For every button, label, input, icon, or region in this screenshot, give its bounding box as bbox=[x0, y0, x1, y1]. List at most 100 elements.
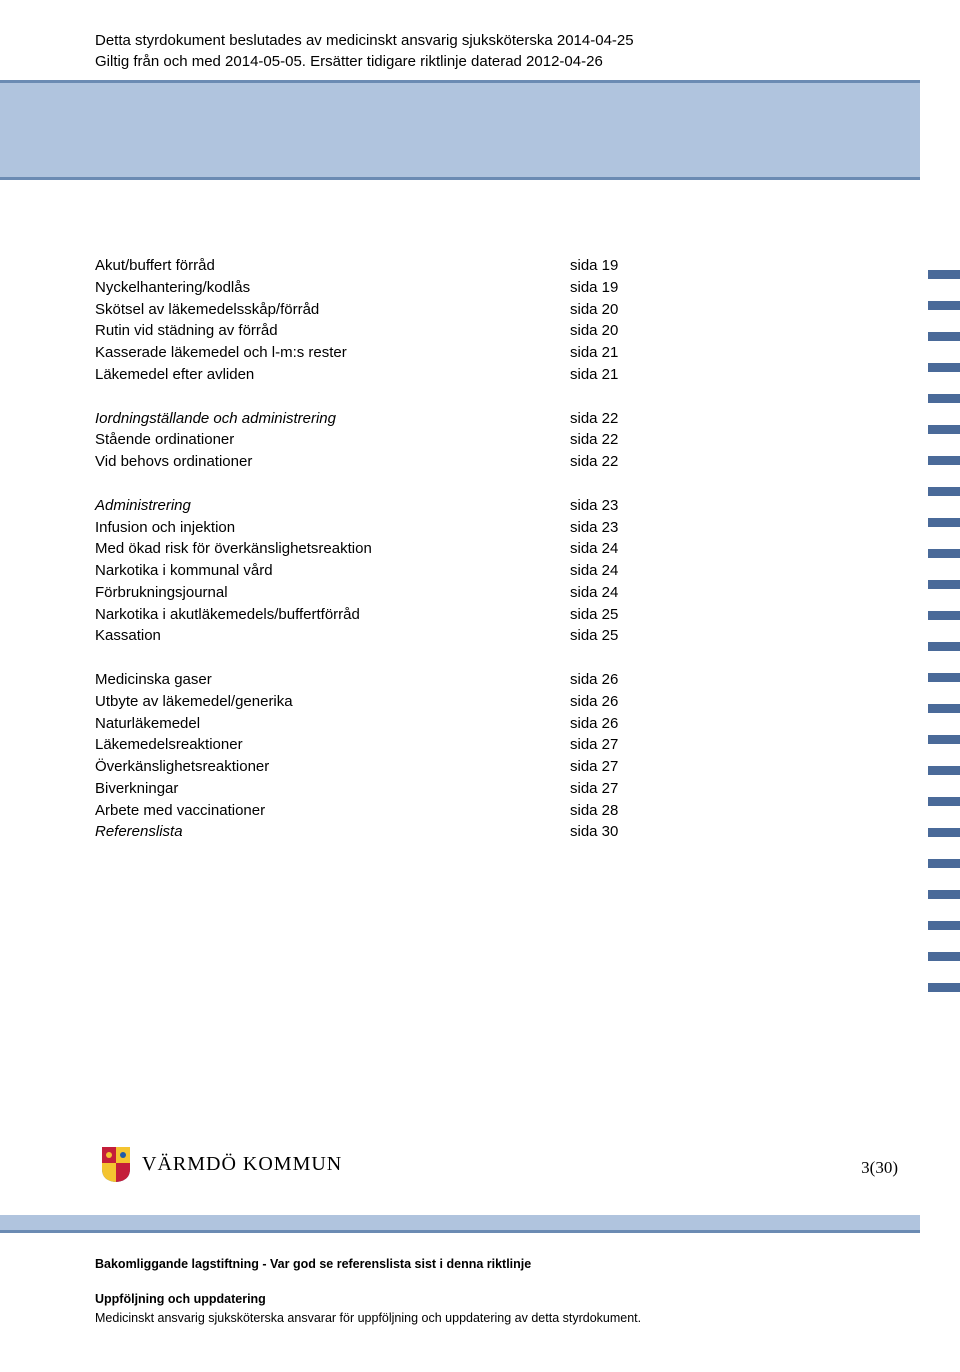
toc-group: Administreringsida 23Infusion och injekt… bbox=[95, 495, 855, 647]
toc-row: Stående ordinationersida 22 bbox=[95, 429, 855, 451]
toc-page: sida 26 bbox=[570, 713, 690, 735]
toc-row: Narkotika i akutläkemedels/buffertförråd… bbox=[95, 604, 855, 626]
toc-label: Medicinska gaser bbox=[95, 669, 570, 691]
municipality-logo: VÄRMDÖ KOMMUN bbox=[100, 1145, 342, 1183]
side-tick bbox=[928, 859, 960, 868]
toc-label: Skötsel av läkemedelsskåp/förråd bbox=[95, 299, 570, 321]
toc-row: Administreringsida 23 bbox=[95, 495, 855, 517]
toc-group: Akut/buffert förrådsida 19Nyckelhanterin… bbox=[95, 255, 855, 386]
toc-page: sida 24 bbox=[570, 538, 690, 560]
side-tick bbox=[928, 673, 960, 682]
footer-band-bottom-line bbox=[0, 1230, 920, 1233]
toc-label: Narkotika i akutläkemedels/buffertförråd bbox=[95, 604, 570, 626]
toc-row: Med ökad risk för överkänslighetsreaktio… bbox=[95, 538, 855, 560]
toc-page: sida 24 bbox=[570, 560, 690, 582]
toc-page: sida 23 bbox=[570, 517, 690, 539]
footer-text: Bakomliggande lagstiftning - Var god se … bbox=[95, 1255, 641, 1327]
footer-line3: Medicinskt ansvarig sjuksköterska ansvar… bbox=[95, 1309, 641, 1328]
toc-page: sida 24 bbox=[570, 582, 690, 604]
side-tick bbox=[928, 425, 960, 434]
toc-label: Kassation bbox=[95, 625, 570, 647]
side-tick bbox=[928, 487, 960, 496]
toc-label: Biverkningar bbox=[95, 778, 570, 800]
toc-page: sida 25 bbox=[570, 625, 690, 647]
header-line1: Detta styrdokument beslutades av medicin… bbox=[95, 30, 634, 51]
side-tick bbox=[928, 828, 960, 837]
toc-label: Referenslista bbox=[95, 821, 570, 843]
toc-label: Vid behovs ordinationer bbox=[95, 451, 570, 473]
toc-row: Infusion och injektionsida 23 bbox=[95, 517, 855, 539]
toc-row: Rutin vid städning av förrådsida 20 bbox=[95, 320, 855, 342]
toc-row: Läkemedel efter avlidensida 21 bbox=[95, 364, 855, 386]
toc-row: Skötsel av läkemedelsskåp/förrådsida 20 bbox=[95, 299, 855, 321]
toc-page: sida 26 bbox=[570, 669, 690, 691]
toc-group: Medicinska gasersida 26Utbyte av läkemed… bbox=[95, 669, 855, 843]
toc-label: Administrering bbox=[95, 495, 570, 517]
toc-label: Naturläkemedel bbox=[95, 713, 570, 735]
toc-row: Naturläkemedelsida 26 bbox=[95, 713, 855, 735]
toc-row: Akut/buffert förrådsida 19 bbox=[95, 255, 855, 277]
toc-label: Läkemedel efter avliden bbox=[95, 364, 570, 386]
toc-label: Infusion och injektion bbox=[95, 517, 570, 539]
toc-row: Referenslistasida 30 bbox=[95, 821, 855, 843]
side-tick bbox=[928, 270, 960, 279]
toc-group: Iordningställande och administreringsida… bbox=[95, 408, 855, 473]
toc-row: Läkemedelsreaktionersida 27 bbox=[95, 734, 855, 756]
toc-page: sida 25 bbox=[570, 604, 690, 626]
toc-page: sida 28 bbox=[570, 800, 690, 822]
side-tick bbox=[928, 518, 960, 527]
toc-label: Narkotika i kommunal vård bbox=[95, 560, 570, 582]
toc-row: Arbete med vaccinationersida 28 bbox=[95, 800, 855, 822]
municipality-name: VÄRMDÖ KOMMUN bbox=[142, 1153, 342, 1176]
side-tick bbox=[928, 921, 960, 930]
shield-icon bbox=[100, 1145, 132, 1183]
side-tick bbox=[928, 611, 960, 620]
header-band bbox=[0, 80, 920, 180]
side-tick bbox=[928, 952, 960, 961]
side-ticks bbox=[928, 270, 960, 1014]
toc-page: sida 20 bbox=[570, 299, 690, 321]
header-meta-text: Detta styrdokument beslutades av medicin… bbox=[95, 30, 634, 72]
toc-row: Biverkningarsida 27 bbox=[95, 778, 855, 800]
toc-page: sida 30 bbox=[570, 821, 690, 843]
toc-page: sida 19 bbox=[570, 255, 690, 277]
side-tick bbox=[928, 704, 960, 713]
side-tick bbox=[928, 332, 960, 341]
header-band-top-line bbox=[0, 80, 920, 83]
toc-row: Vid behovs ordinationersida 22 bbox=[95, 451, 855, 473]
toc-page: sida 19 bbox=[570, 277, 690, 299]
toc-row: Förbrukningsjournalsida 24 bbox=[95, 582, 855, 604]
toc-row: Kassationsida 25 bbox=[95, 625, 855, 647]
side-tick bbox=[928, 301, 960, 310]
toc-page: sida 21 bbox=[570, 342, 690, 364]
toc-page: sida 21 bbox=[570, 364, 690, 386]
page-number: 3(30) bbox=[861, 1158, 898, 1178]
toc-row: Iordningställande och administreringsida… bbox=[95, 408, 855, 430]
toc-page: sida 22 bbox=[570, 451, 690, 473]
toc-label: Läkemedelsreaktioner bbox=[95, 734, 570, 756]
toc-row: Medicinska gasersida 26 bbox=[95, 669, 855, 691]
side-tick bbox=[928, 797, 960, 806]
toc-label: Arbete med vaccinationer bbox=[95, 800, 570, 822]
toc-label: Kasserade läkemedel och l-m:s rester bbox=[95, 342, 570, 364]
toc-label: Iordningställande och administrering bbox=[95, 408, 570, 430]
toc-row: Narkotika i kommunal vårdsida 24 bbox=[95, 560, 855, 582]
header-line2: Giltig från och med 2014-05-05. Ersätter… bbox=[95, 51, 634, 72]
side-tick bbox=[928, 890, 960, 899]
side-tick bbox=[928, 766, 960, 775]
toc-page: sida 27 bbox=[570, 756, 690, 778]
toc-label: Med ökad risk för överkänslighetsreaktio… bbox=[95, 538, 570, 560]
side-tick bbox=[928, 456, 960, 465]
side-tick bbox=[928, 549, 960, 558]
toc-label: Överkänslighetsreaktioner bbox=[95, 756, 570, 778]
toc-label: Förbrukningsjournal bbox=[95, 582, 570, 604]
toc-page: sida 23 bbox=[570, 495, 690, 517]
toc-row: Överkänslighetsreaktionersida 27 bbox=[95, 756, 855, 778]
toc-page: sida 22 bbox=[570, 408, 690, 430]
toc-page: sida 20 bbox=[570, 320, 690, 342]
toc-label: Stående ordinationer bbox=[95, 429, 570, 451]
side-tick bbox=[928, 983, 960, 992]
side-tick bbox=[928, 735, 960, 744]
table-of-contents: Akut/buffert förrådsida 19Nyckelhanterin… bbox=[95, 255, 855, 865]
toc-page: sida 26 bbox=[570, 691, 690, 713]
